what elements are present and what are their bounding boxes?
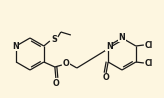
Text: S: S: [51, 34, 57, 44]
Text: N: N: [12, 41, 19, 50]
Text: O: O: [62, 59, 69, 69]
Text: Cl: Cl: [145, 40, 153, 49]
Text: N: N: [106, 41, 113, 50]
Text: N: N: [119, 33, 125, 41]
Text: Cl: Cl: [145, 59, 153, 68]
Text: O: O: [103, 74, 110, 83]
Text: O: O: [52, 78, 59, 88]
